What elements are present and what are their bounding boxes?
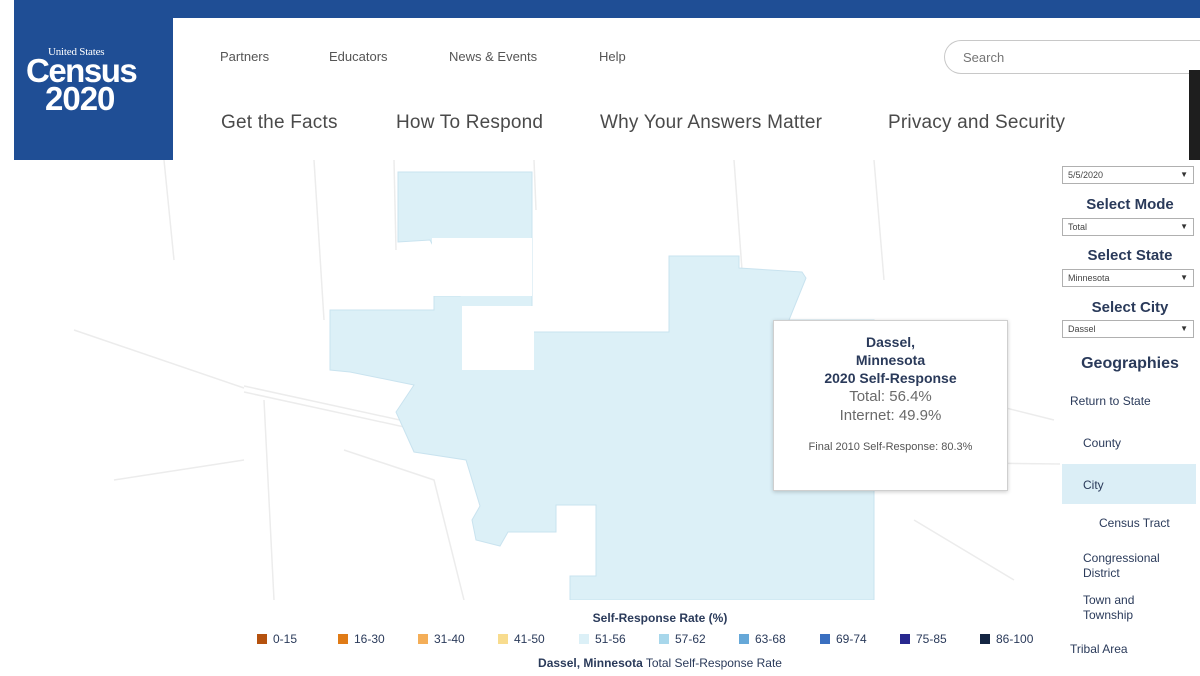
legend-item-86-100: 86-100	[980, 632, 1033, 646]
geo-congressional-district[interactable]: Congressional District	[1083, 551, 1160, 580]
state-select-value: Minnesota	[1068, 273, 1110, 283]
tooltip-place-line2: Minnesota	[855, 352, 926, 368]
nav-partners[interactable]: Partners	[220, 49, 270, 64]
mode-select[interactable]: Total ▼	[1062, 218, 1194, 236]
city-select-value: Dassel	[1068, 324, 1096, 334]
legend-swatch	[257, 634, 267, 644]
date-select[interactable]: 5/5/2020 ▼	[1062, 166, 1194, 184]
legend-label: 69-74	[836, 632, 867, 646]
map-canvas	[73, 160, 1060, 600]
legend-swatch	[980, 634, 990, 644]
chevron-down-icon: ▼	[1180, 170, 1188, 179]
logo-year-text: 2020	[45, 80, 115, 117]
legend-caption: Dassel, Minnesota Total Self-Response Ra…	[420, 656, 900, 670]
legend-item-51-56: 51-56	[579, 632, 626, 646]
map-hole-a	[462, 306, 534, 370]
nav-privacy-and-security[interactable]: Privacy and Security	[888, 112, 1066, 133]
date-select-value: 5/5/2020	[1068, 170, 1104, 180]
geo-town-and-township[interactable]: Town and Township	[1083, 593, 1135, 622]
search-input[interactable]	[944, 40, 1200, 74]
logo-census-text: Census	[26, 52, 138, 89]
legend-item-16-30: 16-30	[338, 632, 385, 646]
geo-city[interactable]: City	[1083, 478, 1104, 492]
geo-census-tract[interactable]: Census Tract	[1099, 516, 1170, 530]
legend-label: 63-68	[755, 632, 786, 646]
tooltip-total: Total: 56.4%	[849, 388, 932, 405]
filter-panel	[1060, 160, 1200, 676]
map-hole-b	[432, 238, 532, 296]
chevron-down-icon: ▼	[1180, 273, 1188, 282]
tooltip-place-line1: Dassel,	[865, 334, 916, 350]
state-select[interactable]: Minnesota ▼	[1062, 269, 1194, 287]
legend-label: 16-30	[354, 632, 385, 646]
legend-label: 41-50	[514, 632, 545, 646]
legend-label: 0-15	[273, 632, 298, 646]
geo-return-to-state[interactable]: Return to State	[1070, 394, 1151, 408]
legend-swatch	[418, 634, 428, 644]
legend-item-41-50: 41-50	[498, 632, 545, 646]
caption-rest: Total Self-Response Rate	[645, 656, 782, 670]
legend-label: 57-62	[675, 632, 706, 646]
tooltip-heading: 2020 Self-Response	[824, 370, 957, 386]
city-info-tooltip: Dassel, Minnesota 2020 Self-Response Tot…	[773, 320, 1008, 491]
legend-item-0-15: 0-15	[257, 632, 297, 646]
legend-swatch	[338, 634, 348, 644]
legend-item-63-68: 63-68	[739, 632, 786, 646]
legend-item-75-85: 75-85	[900, 632, 947, 646]
legend-label: 31-40	[434, 632, 465, 646]
legend-swatch	[900, 634, 910, 644]
tooltip-final-2010: Final 2010 Self-Response: 80.3%	[808, 441, 973, 453]
geo-tribal-area[interactable]: Tribal Area	[1070, 642, 1128, 656]
legend-item-57-62: 57-62	[659, 632, 706, 646]
select-city-label: Select City	[1091, 299, 1169, 316]
legend-item-69-74: 69-74	[820, 632, 867, 646]
geo-active-highlight	[1062, 464, 1196, 504]
city-select[interactable]: Dassel ▼	[1062, 320, 1194, 338]
legend-swatch	[739, 634, 749, 644]
legend-label: 51-56	[595, 632, 626, 646]
tooltip-internet: Internet: 49.9%	[839, 407, 942, 424]
nav-news-events[interactable]: News & Events	[449, 49, 538, 64]
caption-place: Dassel, Minnesota	[538, 656, 643, 670]
response-rate-map[interactable]	[14, 160, 1060, 600]
nav-get-the-facts[interactable]: Get the Facts	[221, 112, 338, 133]
top-brand-band	[0, 0, 1200, 18]
nav-how-to-respond[interactable]: How To Respond	[396, 112, 544, 133]
site-header: Partners Educators News & Events Help Ge…	[173, 18, 1200, 160]
nav-help[interactable]: Help	[599, 49, 626, 64]
legend-swatch	[579, 634, 589, 644]
legend-item-31-40: 31-40	[418, 632, 465, 646]
legend-label: 86-100	[996, 632, 1034, 646]
left-margin	[0, 0, 14, 676]
legend-title: Self-Response Rate (%)	[592, 611, 728, 625]
chevron-down-icon: ▼	[1180, 324, 1188, 333]
legend-swatch	[820, 634, 830, 644]
chevron-down-icon: ▼	[1180, 222, 1188, 231]
census-2020-logo[interactable]: United States Census 2020	[14, 18, 173, 160]
nav-why-your-answers-matter[interactable]: Why Your Answers Matter	[600, 112, 823, 133]
legend-swatch	[498, 634, 508, 644]
nav-educators[interactable]: Educators	[329, 49, 388, 64]
legend-swatch	[659, 634, 669, 644]
select-state-label: Select State	[1087, 247, 1173, 264]
select-mode-label: Select Mode	[1086, 196, 1174, 213]
geo-county[interactable]: County	[1083, 436, 1122, 450]
side-feedback-tab[interactable]	[1189, 70, 1200, 205]
logo-united-states-text: United States	[48, 46, 105, 58]
geographies-title: Geographies	[1081, 355, 1179, 372]
legend-label: 75-85	[916, 632, 947, 646]
mode-select-value: Total	[1068, 222, 1088, 232]
